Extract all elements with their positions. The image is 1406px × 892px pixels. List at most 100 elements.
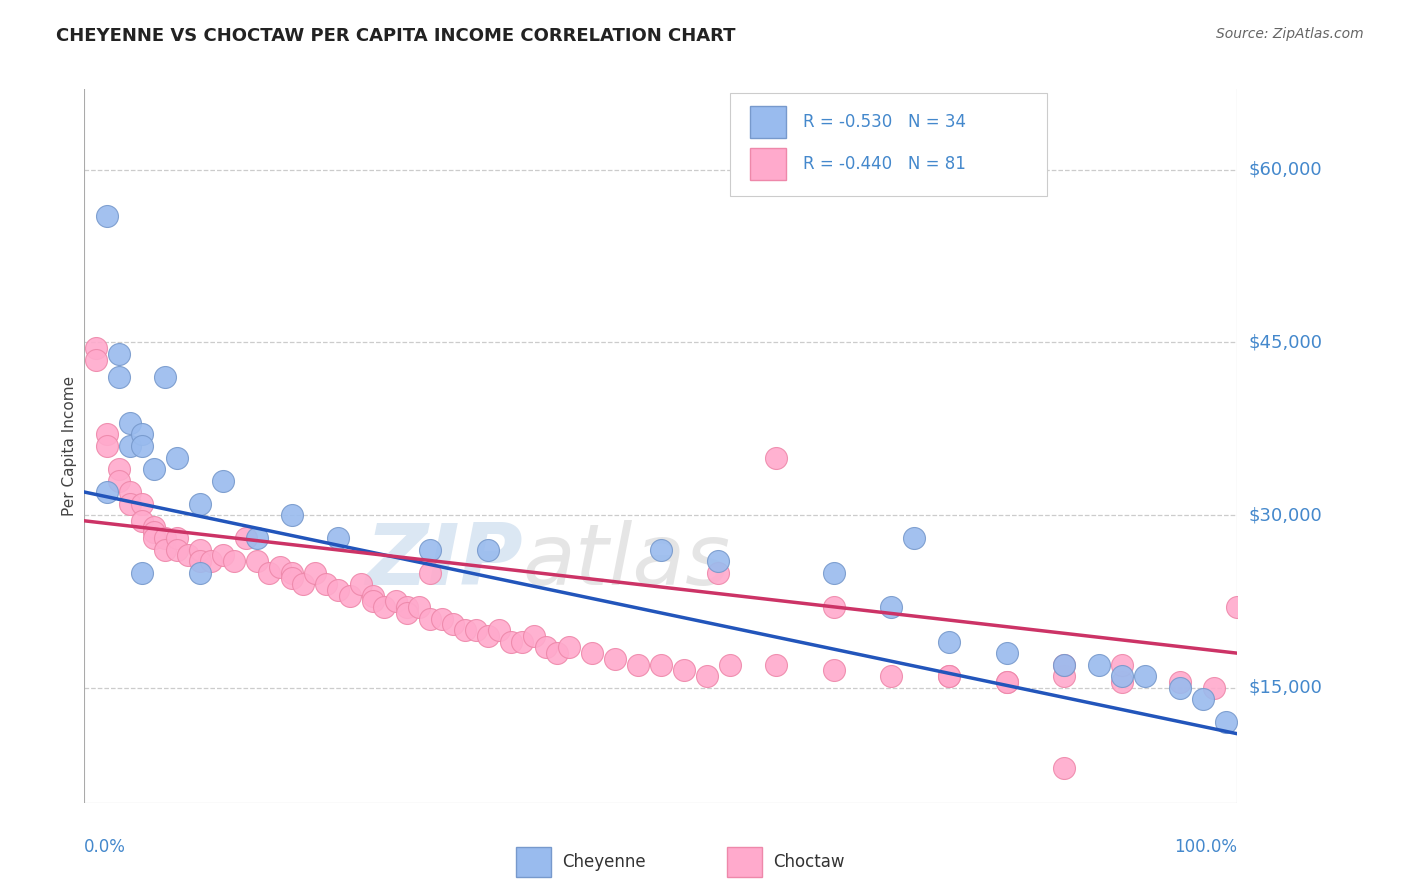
Point — [477, 629, 499, 643]
Text: Cheyenne: Cheyenne — [562, 853, 645, 871]
Point — [1053, 669, 1076, 683]
Point — [903, 531, 925, 545]
Text: $15,000: $15,000 — [1249, 679, 1322, 697]
Point — [581, 646, 603, 660]
Point — [96, 439, 118, 453]
Point — [707, 554, 730, 568]
Point — [1204, 681, 1226, 695]
Point — [326, 582, 349, 597]
Point — [84, 352, 107, 367]
Point — [672, 664, 695, 678]
Point — [1226, 600, 1249, 615]
Point — [603, 652, 626, 666]
Point — [995, 675, 1018, 690]
Point — [650, 542, 672, 557]
Point — [142, 525, 165, 540]
Point — [696, 669, 718, 683]
Point — [373, 600, 395, 615]
Y-axis label: Per Capita Income: Per Capita Income — [62, 376, 77, 516]
Point — [281, 508, 304, 522]
Point — [131, 497, 153, 511]
Point — [1053, 761, 1076, 775]
Point — [177, 549, 200, 563]
Point — [1053, 657, 1076, 672]
Text: $45,000: $45,000 — [1249, 334, 1323, 351]
Point — [84, 341, 107, 355]
Point — [430, 612, 453, 626]
Point — [765, 450, 787, 465]
Point — [534, 640, 557, 655]
Text: R = -0.440   N = 81: R = -0.440 N = 81 — [803, 155, 966, 173]
Point — [419, 566, 441, 580]
FancyBboxPatch shape — [749, 106, 786, 137]
Point — [142, 462, 165, 476]
Point — [142, 519, 165, 533]
Point — [153, 542, 176, 557]
Point — [823, 600, 845, 615]
Point — [1088, 657, 1111, 672]
Point — [142, 531, 165, 545]
Point — [938, 669, 960, 683]
Point — [627, 657, 650, 672]
Point — [188, 497, 211, 511]
Point — [120, 497, 142, 511]
Point — [188, 542, 211, 557]
FancyBboxPatch shape — [730, 93, 1047, 196]
Point — [96, 427, 118, 442]
Point — [120, 416, 142, 430]
Point — [408, 600, 430, 615]
Point — [546, 646, 568, 660]
Point — [96, 209, 118, 223]
Point — [166, 542, 188, 557]
Text: $60,000: $60,000 — [1249, 161, 1322, 178]
Point — [465, 623, 488, 637]
Point — [419, 612, 441, 626]
FancyBboxPatch shape — [749, 148, 786, 180]
Point — [153, 531, 176, 545]
Point — [131, 514, 153, 528]
Point — [235, 531, 257, 545]
Point — [512, 634, 534, 648]
Point — [153, 370, 176, 384]
Point — [326, 531, 349, 545]
Point — [246, 531, 269, 545]
Point — [823, 566, 845, 580]
Point — [166, 450, 188, 465]
Point — [477, 542, 499, 557]
Point — [304, 566, 326, 580]
Point — [995, 646, 1018, 660]
Point — [281, 571, 304, 585]
Point — [441, 617, 464, 632]
Point — [1133, 669, 1156, 683]
Point — [120, 485, 142, 500]
Text: atlas: atlas — [523, 520, 731, 603]
Point — [188, 554, 211, 568]
Point — [995, 675, 1018, 690]
Text: $30,000: $30,000 — [1249, 506, 1322, 524]
Point — [1111, 657, 1133, 672]
Point — [315, 577, 337, 591]
Point — [1168, 681, 1191, 695]
Point — [938, 669, 960, 683]
Text: Choctaw: Choctaw — [773, 853, 845, 871]
Point — [384, 594, 406, 608]
Point — [1215, 715, 1237, 730]
Point — [1191, 692, 1213, 706]
Point — [200, 554, 222, 568]
Point — [1111, 675, 1133, 690]
Text: ZIP: ZIP — [364, 520, 523, 603]
Point — [419, 542, 441, 557]
Point — [269, 559, 291, 574]
Point — [523, 629, 546, 643]
Point — [131, 439, 153, 453]
Point — [396, 600, 419, 615]
Point — [131, 566, 153, 580]
Text: CHEYENNE VS CHOCTAW PER CAPITA INCOME CORRELATION CHART: CHEYENNE VS CHOCTAW PER CAPITA INCOME CO… — [56, 27, 735, 45]
Text: R = -0.530   N = 34: R = -0.530 N = 34 — [803, 113, 966, 131]
Point — [880, 669, 903, 683]
Point — [96, 485, 118, 500]
Point — [108, 347, 131, 361]
Point — [108, 370, 131, 384]
Text: 0.0%: 0.0% — [84, 838, 127, 855]
Point — [257, 566, 280, 580]
